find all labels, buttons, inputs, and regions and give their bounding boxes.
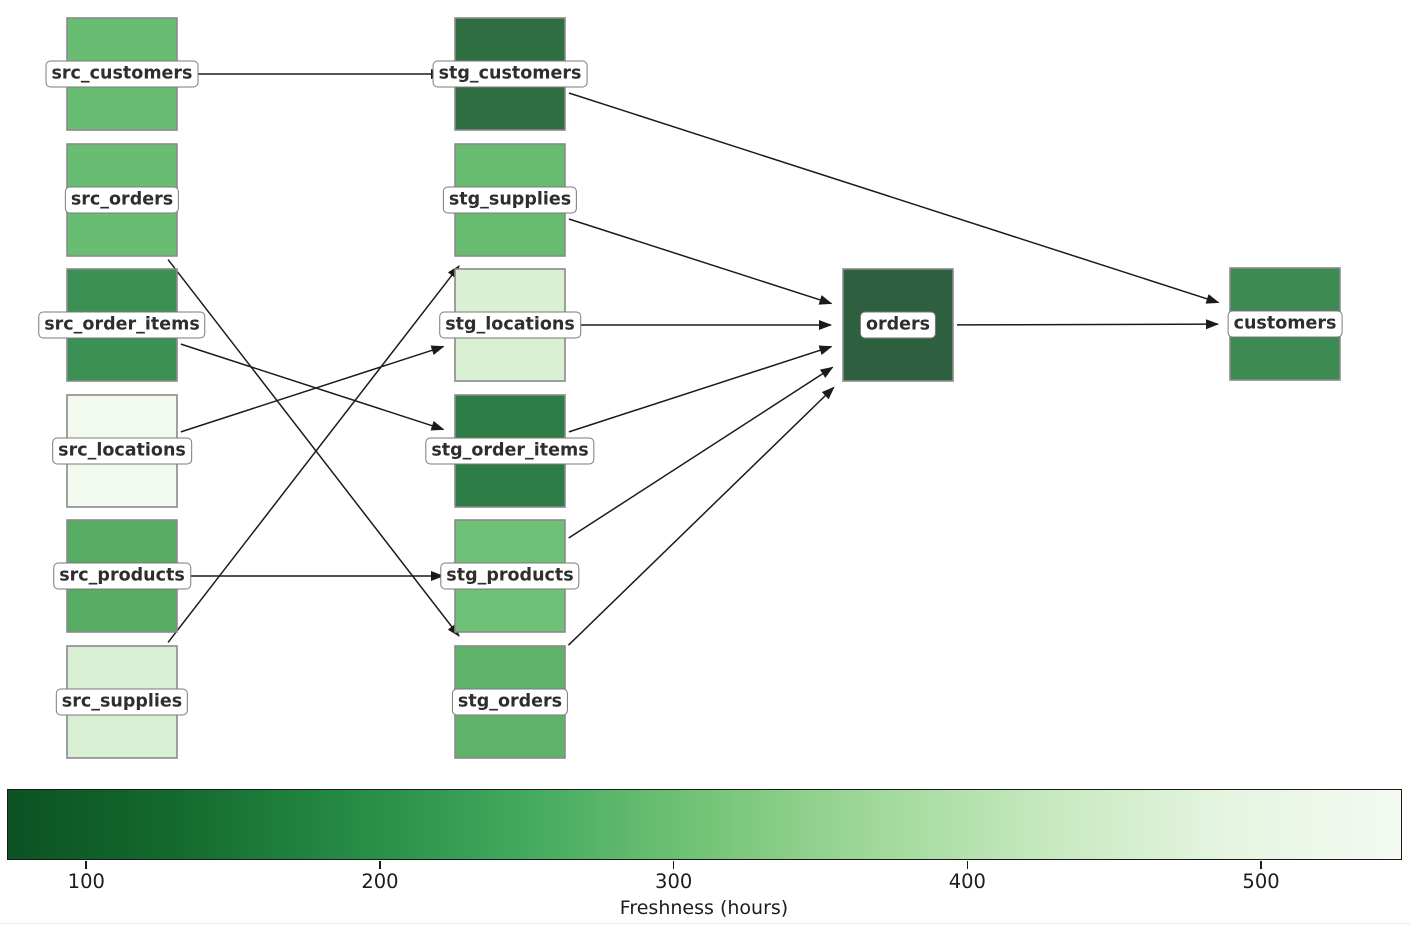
- node-label-src_supplies: src_supplies: [55, 688, 189, 716]
- edge-stg_customers-customers: [568, 92, 1220, 304]
- colorbar-tick-mark: [966, 861, 969, 869]
- edge-stg_order_items-orders: [568, 345, 833, 433]
- colorbar-tick-label: 400: [948, 870, 986, 893]
- edge-src_locations-stg_locations: [180, 345, 445, 433]
- node-label-src_order_items: src_order_items: [38, 311, 206, 339]
- edge-stg_products-orders: [568, 366, 834, 539]
- node-label-stg_products: stg_products: [440, 562, 580, 590]
- node-label-stg_supplies: stg_supplies: [442, 186, 578, 214]
- node-label-stg_order_items: stg_order_items: [425, 437, 595, 465]
- node-label-orders: orders: [859, 311, 937, 339]
- colorbar-tick-label: 300: [655, 870, 693, 893]
- edge-orders-customers: [956, 319, 1219, 330]
- colorbar-tick-label: 200: [361, 870, 399, 893]
- colorbar-axis-label: Freshness (hours): [619, 897, 789, 919]
- edge-stg_orders-orders: [567, 386, 835, 646]
- colorbar-gradient: [7, 789, 1402, 860]
- colorbar-tick-mark: [672, 861, 675, 869]
- colorbar-tick-label: 500: [1242, 870, 1280, 893]
- colorbar-tick-mark: [85, 861, 88, 869]
- colorbar-tick-mark: [379, 861, 381, 869]
- node-label-src_locations: src_locations: [52, 437, 192, 465]
- node-label-stg_locations: stg_locations: [439, 311, 581, 339]
- node-label-stg_customers: stg_customers: [432, 60, 588, 88]
- node-label-src_customers: src_customers: [45, 60, 199, 88]
- figure-bottom-border: [0, 923, 1410, 924]
- edge-src_supplies-stg_supplies: [167, 265, 460, 643]
- node-label-customers: customers: [1227, 310, 1343, 338]
- colorbar-tick-label: 100: [67, 870, 105, 893]
- node-label-src_products: src_products: [53, 562, 191, 590]
- node-label-src_orders: src_orders: [64, 186, 180, 214]
- edge-layer: [167, 69, 1220, 646]
- colorbar-tick-mark: [1260, 861, 1262, 869]
- edge-src_orders-stg_orders: [167, 259, 460, 637]
- node-label-stg_orders: stg_orders: [451, 688, 569, 716]
- edge-src_order_items-stg_order_items: [180, 343, 445, 431]
- edge-stg_supplies-orders: [568, 218, 833, 305]
